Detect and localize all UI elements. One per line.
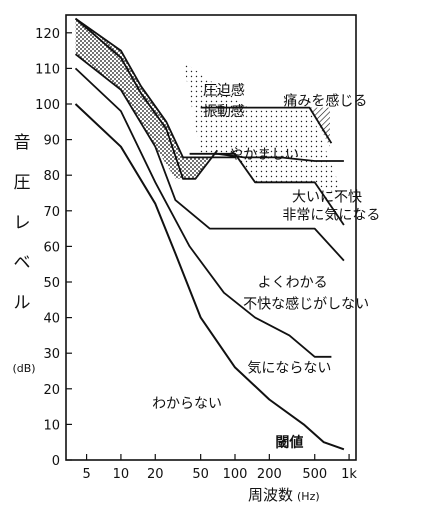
series-line-annoying xyxy=(213,152,345,226)
x-tick-label: 50 xyxy=(192,467,209,482)
annotation-0: 圧迫感 xyxy=(203,82,245,99)
y-tick-label: 10 xyxy=(43,418,60,433)
region-pain xyxy=(309,107,330,147)
y-axis-unit: (dB) xyxy=(12,362,35,375)
y-tick-label: 30 xyxy=(43,347,60,362)
y-tick-label: 90 xyxy=(43,134,60,149)
annotation-10: 閾値 xyxy=(275,434,303,451)
y-axis-title-char: レ xyxy=(14,213,31,233)
axes: 0 10 20 30 40 50 60 70 80 90 100 110 120 5 10 20 50 100 20… xyxy=(35,14,357,482)
series-line-very_annoying xyxy=(74,53,345,262)
y-tick-label: 110 xyxy=(35,62,60,77)
y-tick-label: 120 xyxy=(35,27,60,42)
x-tick-label: 10 xyxy=(113,467,130,482)
annotation-1: 振動感 xyxy=(203,103,245,120)
y-axis-title-char: 音 xyxy=(14,133,31,153)
series-line-threshold xyxy=(74,103,345,451)
y-axis-title-char: 圧 xyxy=(14,173,31,193)
series-line-pain xyxy=(200,106,333,144)
region-loud xyxy=(183,61,344,197)
annotation-7: 不快な感じがしない xyxy=(243,295,369,312)
y-tick-label: 70 xyxy=(43,205,60,220)
series-line-pressure_lower xyxy=(74,17,219,180)
annotation-8: 気にならない xyxy=(247,360,331,376)
series-lines xyxy=(74,17,345,451)
x-tick-label: 500 xyxy=(302,467,327,482)
x-tick-label: 200 xyxy=(257,467,282,482)
y-axis-title-char: ベ xyxy=(14,253,31,273)
y-tick-label: 20 xyxy=(43,383,60,398)
y-tick-label: 80 xyxy=(43,169,60,184)
y-tick-label: 60 xyxy=(43,240,60,255)
annotation-4: 大いに不快 xyxy=(292,190,362,206)
y-axis-title-char: ル xyxy=(14,293,31,313)
x-tick-label: 100 xyxy=(223,467,248,482)
x-tick-label: 5 xyxy=(82,467,90,482)
shaded-regions xyxy=(75,18,344,197)
annotation-2: 痛みを感じる xyxy=(283,92,367,109)
annotation-3: やかましい xyxy=(229,147,299,163)
y-tick-label: 50 xyxy=(43,276,60,291)
x-axis-unit: (Hz) xyxy=(297,490,320,503)
series-line-extra xyxy=(189,152,344,162)
annotation-9: わからない xyxy=(152,396,222,412)
region-pressure-vibration xyxy=(75,18,210,179)
y-tick-label: 0 xyxy=(52,454,60,469)
series-line-pressure_upper xyxy=(74,17,235,159)
y-tick-label: 100 xyxy=(35,98,60,113)
y-tick-label: 40 xyxy=(43,312,60,327)
x-tick-label: 1k xyxy=(341,467,357,482)
series-line-not_bothered xyxy=(74,67,332,358)
annotation-5: 非常に気になる xyxy=(282,207,380,223)
plot-frame xyxy=(65,14,357,461)
annotation-6: よくわかる xyxy=(258,275,328,291)
x-axis-title: 周波数 xyxy=(248,486,293,504)
x-tick-label: 20 xyxy=(147,467,164,482)
